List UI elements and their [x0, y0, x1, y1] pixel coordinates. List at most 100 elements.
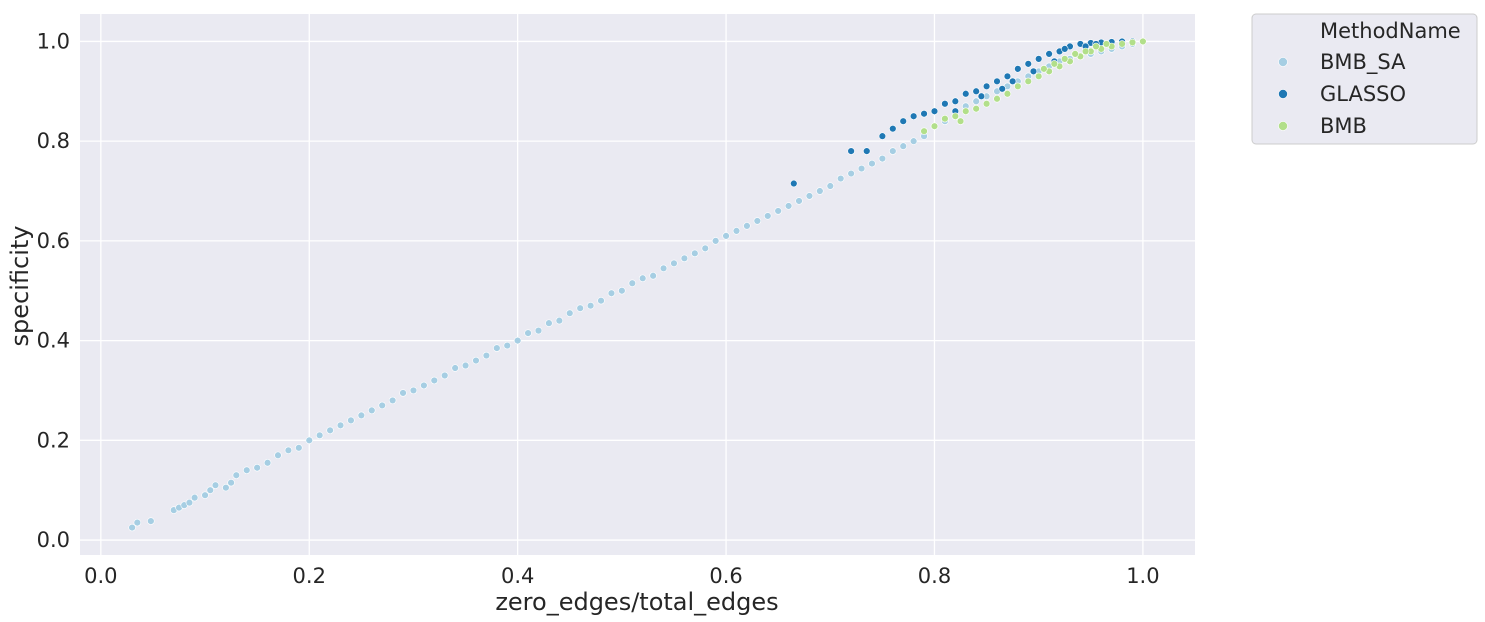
data-point — [326, 426, 334, 435]
data-point — [388, 396, 397, 405]
data-point — [930, 107, 939, 115]
data-point — [930, 122, 939, 130]
data-point — [185, 498, 194, 507]
data-point — [972, 97, 980, 105]
legend-items: BMB_SA GLASSO BMB — [1278, 50, 1406, 138]
data-point — [461, 361, 470, 370]
data-point — [607, 289, 616, 297]
data-point — [430, 376, 438, 385]
data-point — [972, 87, 980, 95]
data-point — [503, 341, 511, 350]
data-point — [1034, 55, 1043, 63]
data-point — [513, 336, 522, 345]
data-point — [722, 232, 730, 240]
data-point — [1003, 90, 1012, 98]
series-bmb-sa — [128, 40, 1137, 532]
x-tick-label: 0.6 — [709, 564, 742, 588]
data-point — [147, 517, 155, 525]
data-point — [368, 406, 376, 415]
data-point — [1029, 67, 1038, 76]
data-point — [847, 169, 855, 178]
data-point — [284, 446, 293, 454]
data-point — [315, 431, 324, 440]
data-point — [941, 115, 949, 123]
series-bmb — [920, 37, 1147, 135]
data-point — [263, 459, 272, 467]
data-point — [1003, 72, 1012, 81]
data-point — [878, 154, 887, 163]
tick-labels: 0.0 0.2 0.4 0.6 0.8 1.0 0.0 0.2 0.4 0.6 0.8 1.0 — [37, 29, 1160, 588]
data-point — [206, 486, 214, 494]
data-point — [222, 483, 230, 492]
legend-title: MethodName — [1320, 19, 1461, 43]
data-point — [534, 326, 543, 335]
x-tick-label: 0.8 — [918, 564, 951, 588]
legend-label: BMB — [1320, 114, 1367, 138]
data-point — [451, 364, 459, 372]
data-point — [774, 207, 782, 215]
data-point — [753, 217, 762, 225]
data-point — [243, 466, 251, 474]
y-axis-label: specificity — [6, 226, 34, 347]
data-point — [524, 329, 532, 337]
data-point — [555, 316, 564, 325]
data-point — [295, 444, 303, 452]
data-point — [1014, 65, 1022, 73]
data-point — [482, 351, 491, 360]
y-tick-label: 0.0 — [37, 528, 70, 552]
data-point — [211, 481, 220, 489]
data-point — [420, 381, 428, 390]
data-point — [920, 110, 928, 118]
data-point — [1024, 77, 1032, 86]
data-point — [962, 90, 970, 98]
data-point — [790, 179, 798, 188]
data-point — [1024, 60, 1032, 68]
x-axis-label: zero_edges/total_edges — [495, 588, 778, 616]
data-point — [133, 518, 142, 527]
data-point — [232, 471, 241, 479]
data-point — [649, 272, 657, 280]
data-point — [962, 107, 970, 115]
data-point — [711, 237, 720, 245]
data-point — [227, 479, 235, 487]
x-tick-label: 1.0 — [1126, 564, 1159, 588]
data-point — [1040, 65, 1048, 73]
legend-frame — [1251, 13, 1478, 145]
legend-label: GLASSO — [1320, 82, 1406, 106]
data-point — [576, 304, 584, 312]
data-point — [597, 297, 605, 305]
data-point — [1071, 50, 1079, 58]
data-point — [784, 202, 793, 210]
data-point — [378, 401, 386, 410]
data-point — [628, 279, 636, 287]
data-point — [493, 344, 501, 352]
x-tick-label: 0.0 — [84, 564, 117, 588]
data-point — [795, 197, 803, 205]
data-point — [274, 451, 282, 459]
data-point — [566, 309, 574, 317]
data-point — [993, 77, 1001, 86]
data-point — [889, 124, 897, 133]
data-point — [701, 244, 709, 253]
legend-label: BMB_SA — [1320, 50, 1406, 75]
y-tick-label: 0.6 — [37, 229, 70, 253]
data-point — [639, 274, 647, 282]
data-point — [805, 192, 814, 200]
data-point — [472, 356, 480, 365]
data-point — [190, 493, 199, 502]
data-point — [837, 174, 845, 183]
data-point — [1128, 38, 1137, 47]
grid — [80, 14, 1195, 555]
data-point — [1050, 60, 1059, 68]
data-point — [1061, 55, 1069, 63]
legend-marker — [1278, 121, 1288, 131]
data-point — [1092, 42, 1100, 51]
data-point — [951, 97, 960, 105]
data-point — [956, 117, 965, 125]
y-tick-label: 0.2 — [37, 428, 70, 452]
data-point — [1102, 40, 1111, 48]
data-point — [201, 491, 209, 499]
y-tick-label: 1.0 — [37, 29, 70, 53]
data-point — [1034, 72, 1043, 81]
data-point — [618, 287, 626, 295]
